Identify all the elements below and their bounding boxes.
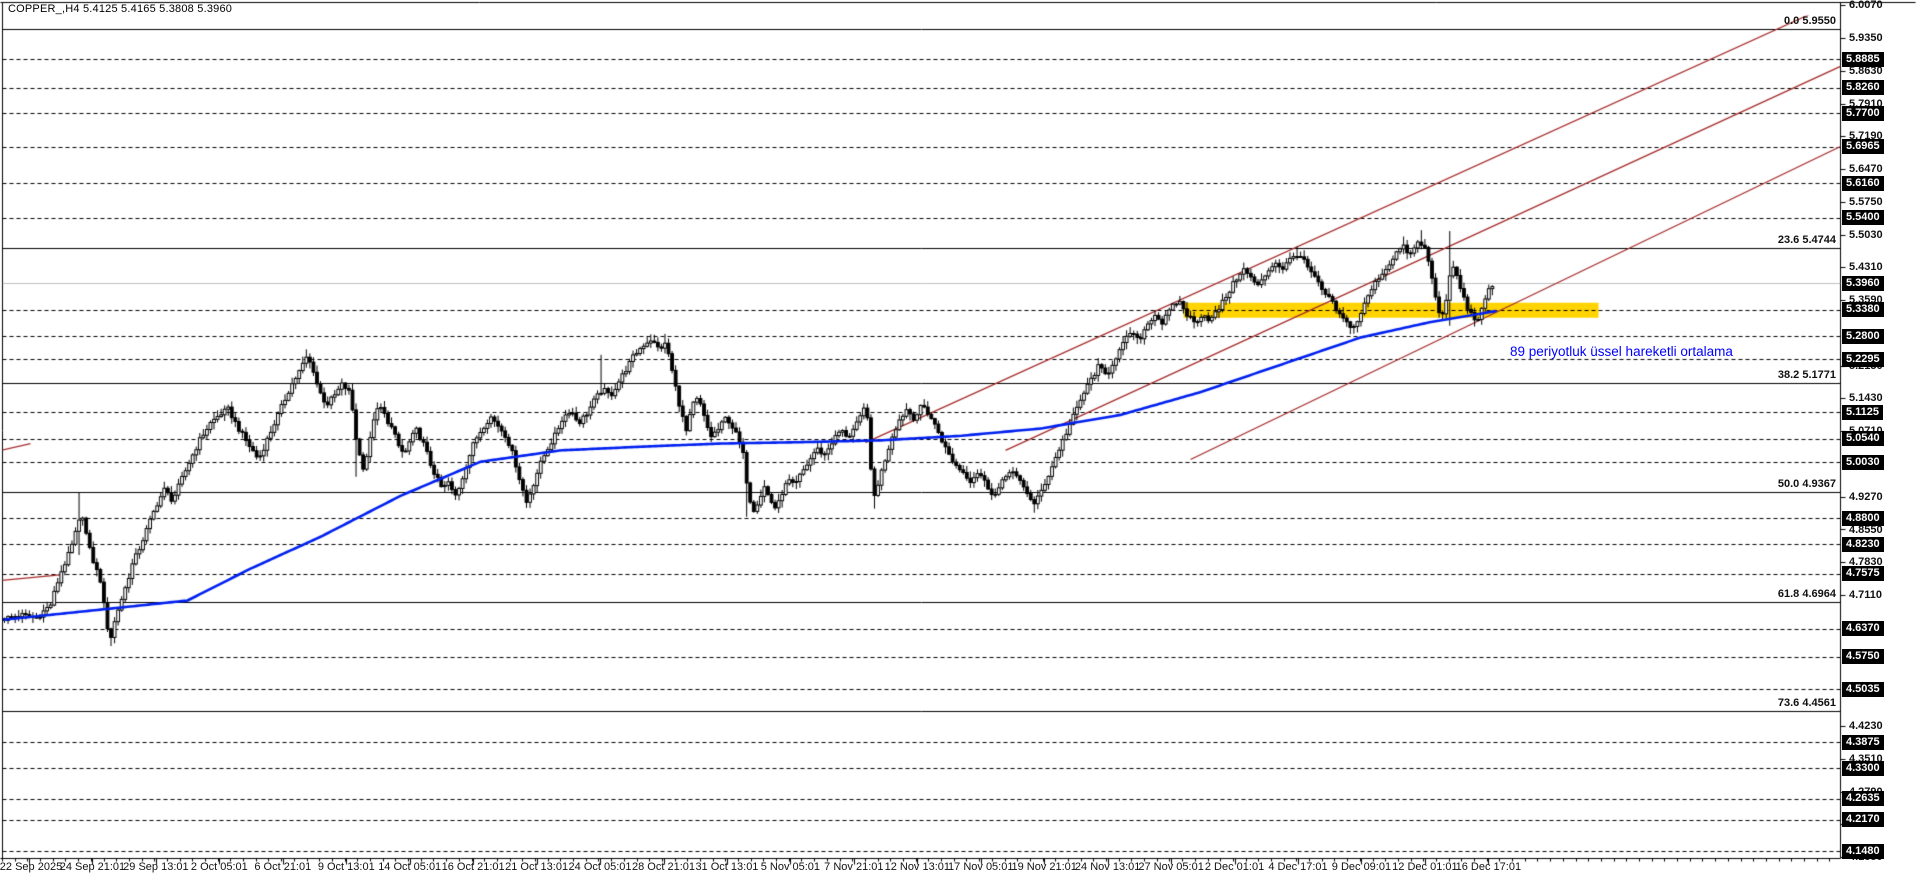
time-tick-label: 29 Sep 13:01 [123, 861, 189, 873]
price-level-badge: 4.1480 [1842, 843, 1884, 859]
price-level-badge: 4.7575 [1842, 566, 1884, 582]
time-tick-label: 31 Oct 13:01 [695, 861, 759, 873]
time-tick-label: 2 Oct 05:01 [190, 861, 248, 873]
time-tick-label: 24 Nov 13:01 [1074, 861, 1141, 873]
price-tick-label: 4.7110 [1849, 589, 1883, 602]
time-tick-label: 4 Dec 17:01 [1268, 861, 1328, 873]
price-level-badge: 5.2295 [1842, 351, 1884, 367]
time-tick-label: 14 Oct 05:01 [378, 861, 442, 873]
fib-level-label: 73.6 4.4561 [1777, 696, 1836, 709]
fib-level-label: 23.6 5.4744 [1777, 233, 1836, 246]
fib-level-label: 0.0 5.9550 [1784, 15, 1836, 27]
price-level-badge: 4.5035 [1842, 681, 1884, 697]
price-tick-label: 4.7830 [1849, 556, 1883, 569]
price-tick-label: 4.9270 [1849, 490, 1883, 503]
price-tick-label: 4.8550 [1849, 523, 1883, 536]
time-tick-label: 16 Oct 21:01 [441, 861, 505, 873]
ema-annotation-text: 89 periyotluk üssel hareketli ortalama [1510, 344, 1733, 359]
price-tick-label: 5.5750 [1849, 195, 1883, 208]
price-level-badge: 5.2800 [1842, 328, 1884, 344]
price-tick-label: 5.6470 [1849, 163, 1883, 176]
current-price-badge: 5.3960 [1842, 275, 1884, 291]
price-tick-label: 5.9350 [1849, 32, 1883, 45]
price-tick-label: 4.4230 [1849, 720, 1883, 733]
price-level-badge: 5.0540 [1842, 431, 1884, 447]
price-level-badge: 4.3300 [1842, 760, 1884, 776]
time-tick-label: 21 Oct 13:01 [505, 861, 569, 873]
time-tick-label: 7 Nov 21:01 [824, 861, 884, 873]
price-level-badge: 4.2170 [1842, 812, 1884, 828]
fib-level-label: 61.8 4.6964 [1777, 587, 1836, 600]
time-tick-label: 2 Dec 01:01 [1204, 861, 1265, 873]
price-level-badge: 4.8230 [1842, 536, 1884, 552]
price-tick-label: 6.0070 [1849, 0, 1883, 12]
price-level-badge: 5.8885 [1842, 51, 1884, 67]
price-level-badge: 5.7700 [1842, 105, 1884, 121]
price-tick-label: 5.4310 [1849, 261, 1883, 274]
time-tick-label: 5 Nov 05:01 [760, 861, 821, 873]
price-level-badge: 5.6160 [1842, 175, 1884, 191]
time-tick-label: 24 Oct 05:01 [568, 861, 632, 873]
price-level-badge: 5.8260 [1842, 80, 1884, 96]
time-tick-label: 22 Sep 2025 [0, 861, 63, 873]
price-level-badge: 4.3875 [1842, 734, 1884, 750]
time-tick-label: 16 Dec 17:01 [1455, 861, 1522, 873]
time-tick-label: 28 Oct 21:01 [632, 861, 695, 873]
price-level-badge: 4.5750 [1842, 649, 1884, 665]
price-tick-label: 5.1430 [1849, 392, 1883, 405]
time-tick-label: 9 Dec 09:01 [1331, 861, 1392, 873]
time-tick-label: 9 Oct 13:01 [317, 861, 375, 873]
price-level-badge: 5.3380 [1842, 302, 1884, 318]
price-level-badge: 5.0030 [1842, 454, 1884, 470]
price-level-badge: 5.1125 [1842, 404, 1884, 420]
price-level-badge: 4.2635 [1842, 791, 1884, 807]
time-tick-label: 19 Nov 21:01 [1011, 861, 1077, 873]
time-tick-label: 24 Sep 21:01 [59, 861, 126, 873]
time-tick-label: 27 Nov 05:01 [1138, 861, 1204, 873]
price-level-badge: 5.6965 [1842, 139, 1884, 155]
fib-level-label: 38.2 5.1771 [1777, 368, 1836, 381]
fib-level-label: 50.0 4.9367 [1777, 478, 1836, 491]
time-tick-label: 6 Oct 21:01 [254, 861, 312, 873]
chart-title: COPPER_,H4 5.4125 5.4165 5.3808 5.3960 [8, 3, 233, 15]
price-tick-label: 5.8630 [1849, 64, 1883, 77]
price-level-badge: 5.5400 [1842, 210, 1884, 226]
price-level-badge: 4.8800 [1842, 510, 1884, 526]
time-tick-label: 12 Nov 13:01 [884, 861, 951, 873]
price-level-badge: 4.6370 [1842, 621, 1884, 637]
time-tick-label: 12 Dec 01:01 [1392, 861, 1458, 873]
price-tick-label: 5.5030 [1849, 228, 1883, 241]
time-tick-label: 17 Nov 05:01 [948, 861, 1014, 873]
